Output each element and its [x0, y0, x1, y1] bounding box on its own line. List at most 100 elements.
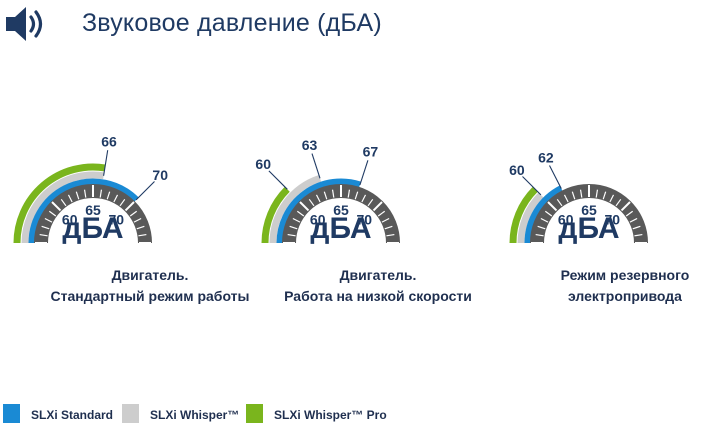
gauge-tick [119, 198, 126, 207]
gauge-tick [602, 191, 607, 200]
gauge-tick [537, 225, 546, 230]
gauge-tick-label: 60 [310, 212, 326, 228]
legend-label: SLXi Standard [31, 408, 114, 422]
gauge-tick [41, 225, 50, 230]
gauge-tick [377, 210, 386, 217]
gauge-tick [556, 198, 563, 207]
band-whisper [517, 192, 544, 244]
gauge-tick [136, 225, 145, 230]
gauge-tick [579, 189, 583, 198]
callout-value-label: 70 [152, 167, 168, 183]
gauge-tick [308, 198, 315, 207]
page-title: Звуковое давление (дБА) [82, 9, 382, 37]
gauge-tick [323, 191, 328, 200]
legend: SLXi Standard SLXi Whisper™ SLXi Whisper… [0, 400, 701, 424]
gauge-tick [634, 233, 643, 237]
callout-leader [522, 176, 542, 196]
legend-label: SLXi Whisper™ [150, 408, 240, 422]
gauge-tick [48, 210, 57, 217]
callout-value-label: 63 [302, 137, 318, 153]
caption-line2: электропривода [568, 288, 682, 304]
legend-label: SLXi Whisper™ Pro [274, 408, 387, 422]
gauge-tick-label: 65 [85, 202, 101, 218]
legend-swatch [3, 404, 20, 423]
gauge-tick [620, 201, 631, 212]
gauge-tick [83, 189, 87, 198]
gauge-tick-label: 70 [109, 212, 125, 228]
gauge-tick [129, 210, 138, 217]
gauge-tick [299, 201, 310, 212]
gauge-tick [354, 191, 359, 200]
gauge-tick-label: 65 [581, 202, 597, 218]
gauge-tick [292, 217, 301, 223]
gauge-tick [609, 194, 615, 203]
gauge-tick [113, 194, 119, 203]
gauge-tick [331, 189, 335, 198]
gauges-area: 60 65 70 дБА 66 70 60 65 70 дБА 60 63 67 60 65 70 дБА 60 6… [0, 90, 701, 250]
callout-leader [135, 181, 155, 201]
caption-line1: Режим резервного [560, 267, 690, 283]
gauge-tick [39, 233, 48, 237]
gauge-tick [625, 210, 634, 217]
gauge-tick [547, 201, 558, 212]
gauge-tick [384, 225, 393, 230]
band-whisper-pro [13, 163, 106, 244]
gauge-tick [347, 189, 351, 198]
gauge-tick-label: 65 [333, 202, 349, 218]
gauge-tick [372, 201, 383, 212]
gauge-tick [296, 210, 305, 217]
callout-leader [549, 165, 562, 189]
callout-value-label: 60 [509, 162, 525, 178]
callout-leader [103, 150, 109, 176]
callout-value-label: 60 [255, 156, 271, 172]
gauge-tick [535, 233, 544, 237]
gauge-caption-backup: Режим резервного электропривода [515, 265, 701, 307]
gauge-tick [632, 225, 641, 230]
gauge-caption-standard: Двигатель. Стандартный режим работы [40, 265, 260, 307]
gauge-tick [287, 233, 296, 237]
gauge-tick-label: 70 [605, 212, 621, 228]
gauge-tick [629, 217, 638, 223]
caption-line2: Работа на низкой скорости [284, 288, 472, 304]
gauge-unit-label: дБА [62, 212, 123, 245]
gauge-tick [44, 217, 53, 223]
gauge-caption-low-speed: Двигатель. Работа на низкой скорости [268, 265, 488, 307]
callout-value-label: 67 [363, 144, 379, 160]
gauge-tick [540, 217, 549, 223]
caption-line2: Стандартный режим работы [50, 288, 250, 304]
gauge-tick [381, 217, 390, 223]
legend-swatch [122, 404, 139, 423]
band-standard [524, 185, 563, 244]
band-whisper-pro [509, 186, 538, 244]
gauge-tick [571, 191, 576, 200]
gauge-tick-label: 60 [62, 212, 78, 228]
gauge-tick [67, 194, 73, 203]
gauge-tick [563, 194, 569, 203]
band-whisper [269, 175, 322, 244]
gauge-tick [99, 189, 103, 198]
gauge-unit-label: дБА [310, 212, 371, 245]
caption-line1: Двигатель. [111, 267, 189, 283]
gauge-tick [51, 201, 62, 212]
gauge-tick [60, 198, 67, 207]
callout-leader [359, 160, 369, 186]
gauge-tick [367, 198, 374, 207]
band-standard [276, 178, 361, 244]
gauge-tick [124, 201, 135, 212]
legend-swatch [246, 404, 263, 423]
gauge-tick [386, 233, 395, 237]
gauge-tick [75, 191, 80, 200]
caption-line1: Двигатель. [339, 267, 417, 283]
callout-leader [311, 153, 321, 179]
gauge-unit-label: дБА [558, 212, 619, 245]
gauge-tick [138, 233, 147, 237]
speaker-icon [6, 7, 43, 41]
callout-value-label: 62 [538, 149, 554, 165]
callout-leader [268, 170, 288, 190]
band-whisper [21, 171, 105, 244]
gauge-tick [615, 198, 622, 207]
band-standard [28, 178, 139, 244]
gauge-tick-label: 60 [558, 212, 574, 228]
header: Звуковое давление (дБА) [0, 0, 701, 48]
